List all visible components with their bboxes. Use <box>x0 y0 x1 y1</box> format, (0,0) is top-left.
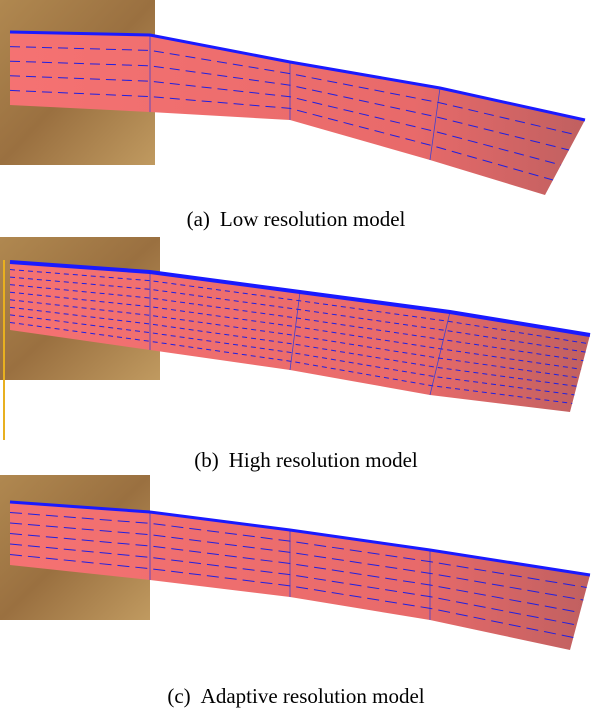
beam <box>10 262 590 412</box>
panel-c: (c) Adaptive resolution model <box>0 475 590 708</box>
caption: (b) High resolution model <box>194 448 418 472</box>
figure: (a) Low resolution model (b) High resoluti… <box>0 0 592 718</box>
caption-label: (b) <box>194 448 219 472</box>
caption: (a) Low resolution model <box>187 207 406 231</box>
caption-label: (a) <box>187 207 210 231</box>
panel-b: (b) High resolution model <box>0 237 590 472</box>
caption-label: (c) <box>167 684 190 708</box>
caption-text: Adaptive resolution model <box>201 684 425 708</box>
caption-text: High resolution model <box>229 448 418 472</box>
caption: (c) Adaptive resolution model <box>167 684 424 708</box>
panel-a: (a) Low resolution model <box>0 0 585 231</box>
caption-text: Low resolution model <box>220 207 406 231</box>
